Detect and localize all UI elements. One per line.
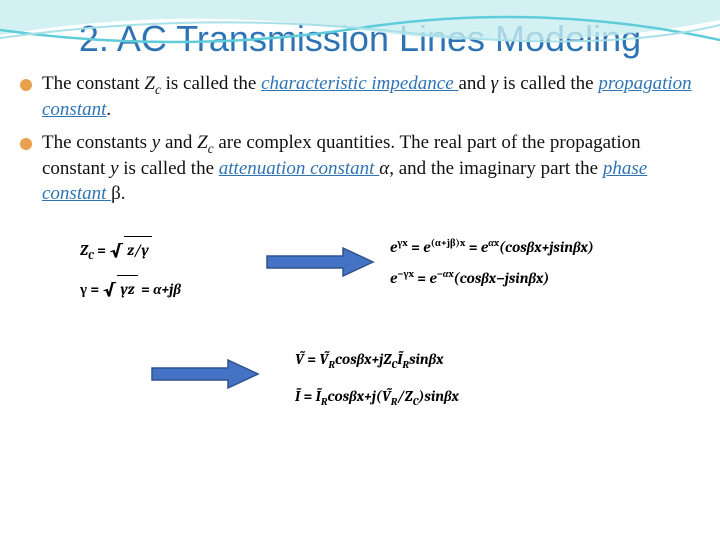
bullet-1: The constant Zc is called the characteri…	[20, 72, 700, 123]
bullet-1-text: The constant Zc is called the characteri…	[42, 72, 700, 123]
eq-zc-gamma: ZC = √z/y γ = √yz = α+jβ	[80, 236, 181, 309]
wave-decoration	[0, 0, 720, 70]
arrow-icon	[265, 244, 375, 280]
arrow-icon	[150, 356, 260, 392]
bullet-marker	[20, 79, 32, 91]
bullet-2: The constants y and Zc are complex quant…	[20, 131, 700, 206]
eq-exponential: eγx = e(α+jβ)x = eαx(cosβx+jsinβx) e−γx …	[390, 234, 594, 294]
bullet-marker	[20, 138, 32, 150]
bullet-2-text: The constants y and Zc are complex quant…	[42, 131, 700, 206]
term-attenuation-constant: attenuation constant	[219, 158, 379, 179]
body-content: The constant Zc is called the characteri…	[0, 72, 720, 536]
eq-voltage-current: Ṽ = ṼRcosβx+jZCĨRsinβx Ĩ = ĨRcosβx+j(ṼR/…	[295, 346, 459, 414]
equations-area: ZC = √z/y γ = √yz = α+jβ eγx = e(α+jβ)x …	[20, 216, 700, 536]
term-characteristic-impedance: characteristic impedance	[261, 73, 458, 94]
